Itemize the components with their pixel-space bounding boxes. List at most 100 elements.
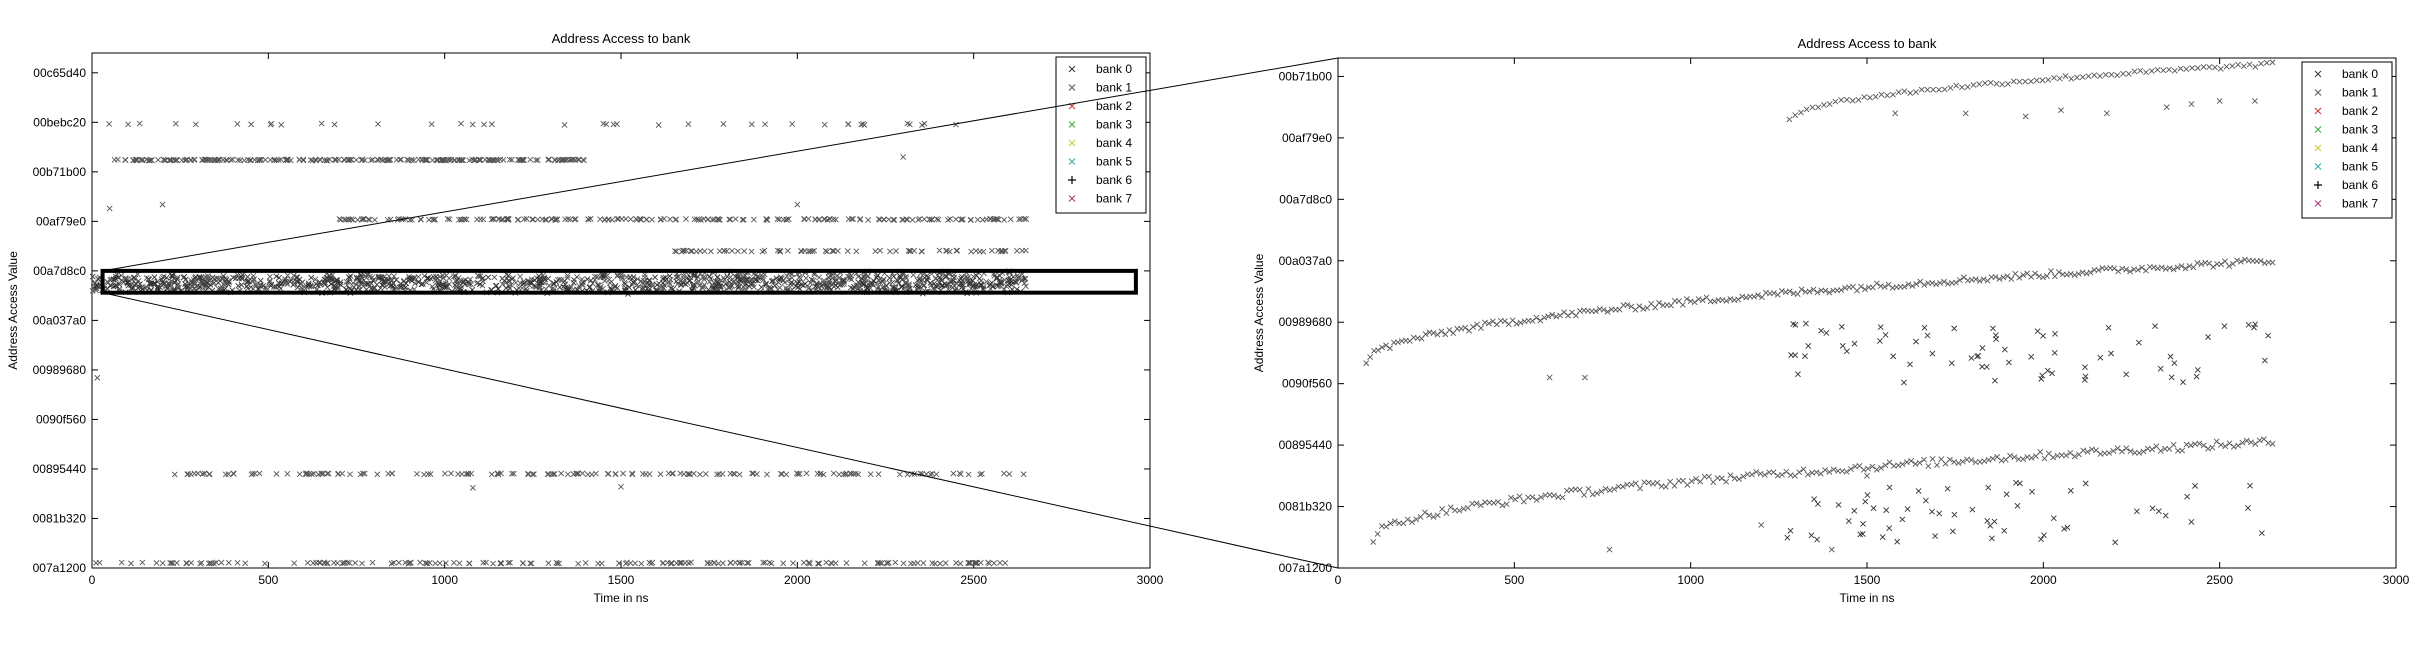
y-tick-label: 00a037a0: [33, 313, 87, 327]
data-point: [2163, 104, 2170, 111]
data-point: [956, 470, 963, 477]
data-point: [915, 285, 922, 292]
data-point: [858, 275, 865, 282]
data-point: [375, 157, 382, 164]
data-point: [1832, 98, 1839, 105]
data-point: [665, 470, 672, 477]
data-point: [218, 559, 225, 566]
data-point: [1821, 101, 1827, 108]
data-point: [434, 278, 441, 285]
data-point: [333, 277, 340, 284]
data-point: [440, 275, 447, 282]
x-tick-label: 1500: [1854, 573, 1881, 587]
data-point: [2102, 71, 2109, 78]
data-point: [334, 560, 341, 566]
data-point: [599, 272, 606, 279]
data-point: [2013, 479, 2019, 486]
data-point: [860, 280, 866, 287]
data-point: [1918, 86, 1925, 93]
data-point: [684, 274, 691, 281]
data-point: [159, 560, 166, 567]
data-point: [2108, 350, 2115, 357]
data-point: [116, 281, 123, 288]
data-point: [160, 280, 167, 287]
data-point: [2269, 59, 2276, 66]
data-point: [305, 282, 312, 289]
data-point: [1929, 456, 1936, 462]
data-point: [310, 560, 317, 566]
data-point: [206, 156, 213, 163]
data-point: [436, 282, 443, 289]
data-point: [839, 278, 846, 285]
data-point: [1873, 280, 1880, 287]
data-point: [2168, 374, 2175, 381]
data-point: [947, 278, 954, 285]
data-point: [2082, 373, 2089, 380]
data-point: [2218, 261, 2225, 268]
data-point: [444, 216, 451, 222]
data-point: [450, 559, 457, 566]
data-point: [528, 279, 535, 286]
data-point: [687, 471, 693, 478]
data-point: [1668, 302, 1674, 309]
data-point: [1814, 536, 1820, 543]
legend-label: bank 4: [1096, 136, 1132, 150]
data-point: [704, 216, 711, 223]
data-point: [146, 280, 153, 287]
data-point: [358, 157, 365, 163]
data-point: [422, 156, 428, 163]
data-point: [389, 284, 396, 290]
data-point: [991, 560, 998, 567]
data-point: [813, 280, 820, 287]
data-point: [248, 471, 255, 478]
data-point: [465, 470, 472, 477]
data-point: [442, 470, 448, 477]
data-point: [461, 216, 468, 223]
data-point: [1443, 510, 1450, 516]
x-tick-label: 3000: [2383, 573, 2410, 587]
data-point: [1004, 281, 1011, 288]
legend-marker: [2314, 200, 2322, 207]
data-point: [1770, 469, 1777, 476]
data-point: [125, 282, 132, 289]
data-point: [916, 215, 923, 222]
data-point: [2251, 324, 2257, 331]
data-point: [2174, 264, 2181, 271]
data-point: [1006, 471, 1013, 477]
data-point: [122, 276, 129, 283]
data-point: [579, 279, 586, 286]
data-point: [558, 470, 565, 477]
data-point: [2083, 270, 2090, 277]
data-point: [1538, 494, 1544, 501]
data-point: [1740, 473, 1747, 480]
data-point: [1998, 457, 2005, 464]
data-point: [485, 274, 492, 281]
x-tick-label: 500: [1504, 573, 1524, 587]
data-point: [910, 272, 917, 278]
data-point: [508, 156, 515, 163]
data-point: [987, 215, 994, 222]
legend-marker: [1068, 121, 1076, 128]
data-point: [414, 470, 420, 477]
data-point: [112, 282, 118, 289]
data-point: [1482, 319, 1488, 326]
data-point: [544, 471, 551, 478]
data-point: [958, 273, 965, 280]
data-point: [1981, 458, 1988, 465]
data-point: [2257, 257, 2264, 264]
data-point: [2218, 441, 2224, 448]
data-point: [1803, 320, 1809, 327]
data-point: [601, 272, 608, 279]
data-point: [234, 121, 241, 127]
data-point: [995, 283, 1002, 289]
data-point: [2158, 264, 2165, 271]
data-point: [2222, 443, 2229, 450]
data-point: [198, 559, 205, 566]
data-point: [294, 284, 301, 291]
data-point: [491, 274, 498, 281]
data-point: [2091, 72, 2098, 79]
data-point: [474, 272, 481, 279]
data-point: [1022, 283, 1029, 290]
data-point: [1867, 94, 1873, 101]
data-point: [864, 284, 871, 291]
